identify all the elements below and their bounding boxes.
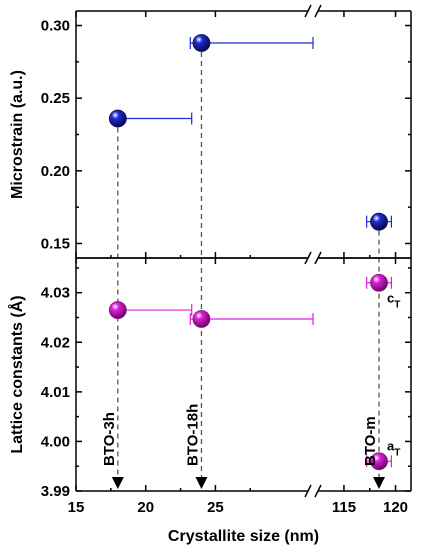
lattice-ytick-label: 3.99	[41, 483, 70, 500]
x-tick-label: 120	[383, 499, 408, 516]
lattice-y-axis-title: Lattice constants (Å)	[7, 295, 26, 453]
microstrain-ytick-label: 0.15	[41, 235, 70, 252]
axis-break-mark-3-2	[314, 484, 322, 498]
microstrain-data-point	[370, 212, 388, 231]
microstrain-ytick-label: 0.20	[41, 163, 70, 180]
lattice-ytick-label: 4.00	[41, 433, 70, 450]
sample-label: BTO-18h	[184, 404, 201, 466]
axis-break-mark-1-1	[304, 4, 312, 18]
x-tick-label: 25	[207, 499, 224, 516]
microstrain-data-point	[108, 109, 127, 128]
lattice-data-point	[370, 273, 388, 292]
lattice-param-label: cT	[387, 291, 400, 311]
lattice-data-point	[108, 301, 127, 319]
sample-label: BTO-3h	[101, 412, 118, 466]
x-tick-label: 115	[332, 499, 356, 516]
lattice-ytick-label: 4.03	[41, 285, 70, 302]
x-axis-title: Crystallite size (nm)	[168, 528, 319, 545]
sample-label: BTO-m	[362, 416, 379, 466]
microstrain-ytick-label: 0.30	[41, 18, 70, 35]
lattice-data-point	[370, 452, 388, 471]
sample-arrow-marker	[373, 477, 386, 489]
lattice-param-label: aT	[387, 438, 400, 458]
lattice-data-point	[192, 310, 211, 328]
sample-arrow-marker	[111, 477, 124, 489]
axis-break-mark-1-2	[314, 4, 322, 18]
lattice-ytick-label: 4.01	[41, 384, 70, 401]
x-tick-label: 20	[137, 499, 154, 516]
sample-arrow-marker	[195, 477, 208, 489]
x-tick-label: 15	[68, 499, 85, 516]
axis-break-mark-2-1	[304, 251, 312, 265]
microstrain-y-axis-title: Microstrain (a.u.)	[9, 70, 26, 199]
axis-break-mark-3-1	[304, 484, 312, 498]
microstrain-ytick-label: 0.25	[41, 90, 70, 107]
microstrain-data-point	[192, 34, 211, 52]
lattice-ytick-label: 4.02	[41, 334, 70, 351]
axis-break-mark-2-2	[314, 251, 322, 265]
